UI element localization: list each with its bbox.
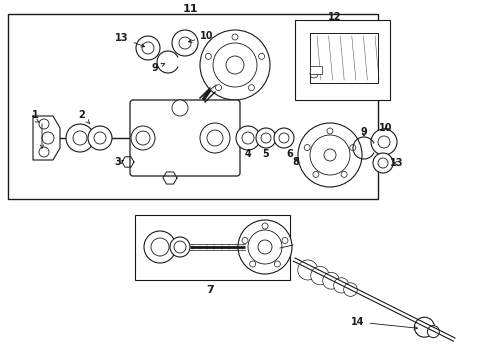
Circle shape <box>172 100 188 116</box>
Circle shape <box>311 266 329 285</box>
Circle shape <box>279 133 289 143</box>
Circle shape <box>151 238 169 256</box>
Text: 7: 7 <box>206 285 214 295</box>
Text: 8: 8 <box>293 157 299 167</box>
Text: 10: 10 <box>189 31 214 42</box>
Circle shape <box>179 37 191 49</box>
Circle shape <box>274 261 280 267</box>
Text: 9: 9 <box>361 127 368 137</box>
Circle shape <box>310 70 318 78</box>
Bar <box>295 20 390 100</box>
Circle shape <box>261 133 271 143</box>
Circle shape <box>313 171 319 177</box>
Circle shape <box>226 56 244 74</box>
Circle shape <box>131 126 155 150</box>
Circle shape <box>200 30 270 100</box>
Circle shape <box>144 231 176 263</box>
Circle shape <box>310 135 350 175</box>
Circle shape <box>373 153 393 173</box>
Circle shape <box>39 119 49 129</box>
Circle shape <box>216 85 221 91</box>
Circle shape <box>250 261 256 267</box>
Circle shape <box>378 136 390 148</box>
Circle shape <box>282 238 288 243</box>
Bar <box>135 215 290 280</box>
Circle shape <box>94 132 106 144</box>
Circle shape <box>236 126 260 150</box>
Text: 6: 6 <box>287 149 294 159</box>
Circle shape <box>343 283 357 296</box>
Text: 9: 9 <box>151 63 165 73</box>
Text: 5: 5 <box>263 149 270 159</box>
Circle shape <box>262 223 268 229</box>
Text: 14: 14 <box>351 317 417 329</box>
Circle shape <box>88 126 112 150</box>
Circle shape <box>200 123 230 153</box>
FancyBboxPatch shape <box>130 100 240 176</box>
Text: 3: 3 <box>115 157 122 167</box>
Text: 12: 12 <box>328 12 342 22</box>
Text: 13: 13 <box>390 158 404 168</box>
Circle shape <box>248 85 254 91</box>
Circle shape <box>298 260 318 280</box>
Circle shape <box>298 123 362 187</box>
Circle shape <box>327 128 333 134</box>
Text: 10: 10 <box>379 123 393 133</box>
Circle shape <box>39 147 49 157</box>
Circle shape <box>258 240 272 254</box>
Circle shape <box>378 158 388 168</box>
Circle shape <box>142 42 154 54</box>
Circle shape <box>304 145 310 150</box>
Circle shape <box>66 124 94 152</box>
Circle shape <box>136 36 160 60</box>
Text: 13: 13 <box>115 33 145 47</box>
Circle shape <box>172 30 198 56</box>
Circle shape <box>242 132 254 144</box>
Circle shape <box>242 238 248 243</box>
Circle shape <box>334 278 349 293</box>
Circle shape <box>42 132 54 144</box>
Circle shape <box>341 171 347 177</box>
Circle shape <box>323 273 340 289</box>
Circle shape <box>415 317 435 337</box>
Text: 11: 11 <box>182 4 198 14</box>
Bar <box>8 14 378 199</box>
Circle shape <box>427 326 440 338</box>
Text: 4: 4 <box>245 149 251 159</box>
Circle shape <box>73 131 87 145</box>
Circle shape <box>205 53 211 59</box>
Circle shape <box>207 130 223 146</box>
Circle shape <box>371 129 397 155</box>
Circle shape <box>174 241 186 253</box>
Circle shape <box>136 131 150 145</box>
Circle shape <box>324 149 336 161</box>
Circle shape <box>238 220 292 274</box>
Circle shape <box>232 34 238 40</box>
Circle shape <box>259 53 265 59</box>
Circle shape <box>350 145 356 150</box>
Circle shape <box>170 237 190 257</box>
Text: 2: 2 <box>78 110 90 124</box>
Text: 1: 1 <box>32 110 38 120</box>
Circle shape <box>274 128 294 148</box>
Circle shape <box>213 43 257 87</box>
Circle shape <box>248 230 282 264</box>
Bar <box>310 66 322 74</box>
Circle shape <box>256 128 276 148</box>
